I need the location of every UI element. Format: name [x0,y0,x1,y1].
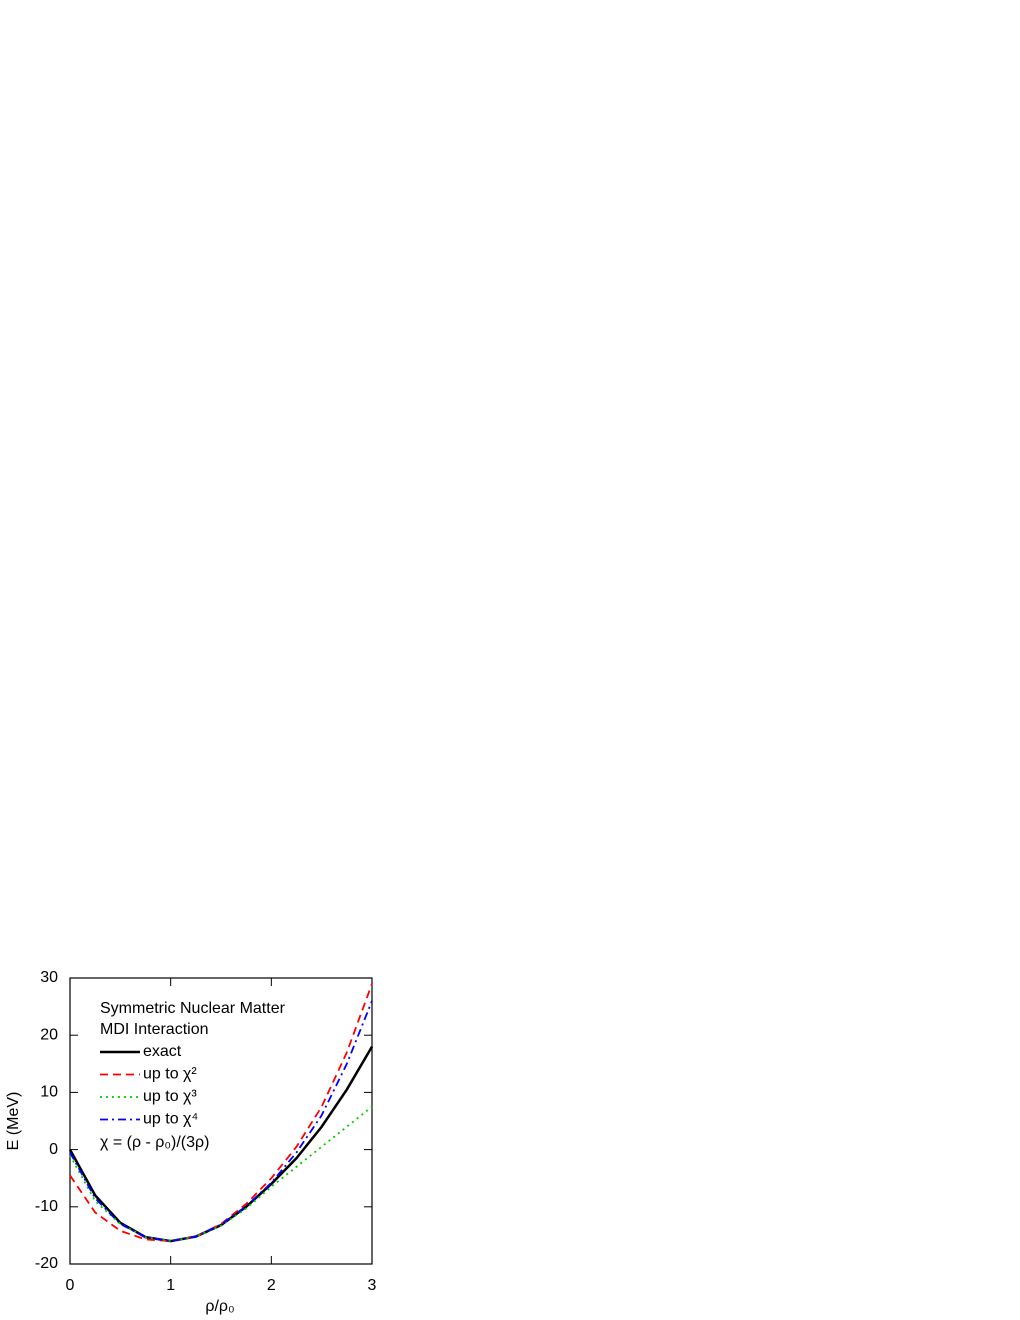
series-line [69,1000,373,1243]
y-tick-label: -20 [35,1255,58,1272]
legend-label: up to χ² [143,1066,197,1083]
annotation: Symmetric Nuclear Matter [100,1000,286,1017]
y-tick-label: 0 [49,1141,58,1158]
x-tick-label: 3 [368,1277,377,1294]
legend-label: exact [143,1043,182,1060]
x-tick-label: 0 [66,1277,75,1294]
annotation: MDI Interaction [100,1021,208,1038]
legend-label: up to χ⁴ [143,1111,198,1128]
y-tick-label: -10 [35,1198,58,1215]
y-tick-label: 10 [40,1084,58,1101]
legend-label: up to χ³ [143,1088,197,1105]
y-tick-label: 20 [40,1026,58,1043]
annotation: χ = (ρ - ρ₀)/(3ρ) [100,1134,209,1151]
series-line [69,1105,373,1243]
x-tick-label: 1 [166,1277,175,1294]
x-axis-label: ρ/ρ₀ [205,1298,234,1315]
y-axis-label: E (MeV) [5,1092,22,1151]
y-tick-label: 30 [40,969,58,986]
plot-frame [69,977,373,1265]
x-tick-label: 2 [267,1277,276,1294]
